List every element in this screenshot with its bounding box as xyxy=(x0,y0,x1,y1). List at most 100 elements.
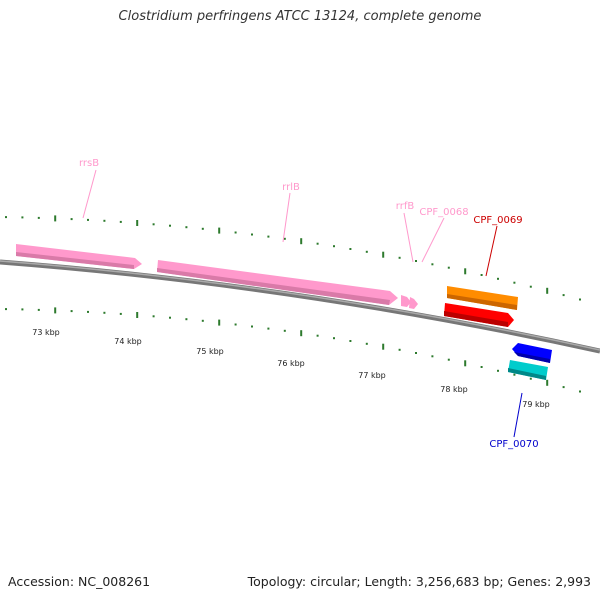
outer-tick xyxy=(119,220,122,223)
outer-tick xyxy=(497,277,499,280)
scale-label-76kbp: 76 kbp xyxy=(277,359,305,368)
inner-tick xyxy=(201,319,204,322)
outer-tick xyxy=(365,250,368,253)
outer-tick xyxy=(415,260,417,262)
scale-label-78kbp: 78 kbp xyxy=(440,385,468,394)
inner-tick xyxy=(136,312,139,318)
inner-tick xyxy=(513,373,516,376)
inner-tick xyxy=(431,355,434,358)
inner-tick xyxy=(251,325,253,328)
CPF_0070-leader xyxy=(513,392,523,438)
outer-tick xyxy=(546,287,549,294)
outer-tick xyxy=(513,281,516,284)
inner-tick xyxy=(415,352,417,354)
outer-tick xyxy=(54,215,57,222)
outer-tick-ring xyxy=(5,215,581,301)
outer-tick xyxy=(267,235,270,238)
feature-rrfB[interactable] xyxy=(401,295,418,309)
inner-tick xyxy=(382,343,385,350)
inner-tick xyxy=(87,310,89,313)
outer-tick xyxy=(562,294,565,297)
outer-tick xyxy=(70,218,73,221)
rrsB-leader xyxy=(82,169,97,219)
genome-backbone xyxy=(0,259,600,354)
inner-tick xyxy=(529,377,532,380)
outer-tick xyxy=(103,219,106,222)
label-rrfB: rrfB xyxy=(396,201,415,212)
feature-rrsB[interactable] xyxy=(16,244,142,269)
inner-tick xyxy=(103,311,106,314)
outer-tick xyxy=(136,220,139,226)
rrlB-leader xyxy=(282,192,291,243)
outer-tick xyxy=(431,263,434,266)
inner-tick xyxy=(398,348,401,351)
inner-tick xyxy=(21,308,24,311)
label-CPF_0068: CPF_0068 xyxy=(419,207,468,218)
outer-tick xyxy=(480,274,483,276)
rrfB-leader xyxy=(403,212,414,263)
feature-CPF_0069-orange[interactable] xyxy=(447,286,518,310)
genome-backbone-highlight xyxy=(0,260,600,351)
inner-tick xyxy=(497,369,499,372)
inner-tick xyxy=(54,307,57,314)
accession-text: Accession: NC_008261 xyxy=(8,574,151,589)
outer-tick xyxy=(201,227,204,230)
CPF_0068-leader xyxy=(421,217,445,263)
inner-tick xyxy=(447,358,450,361)
inner-tick xyxy=(300,330,303,337)
outer-tick xyxy=(37,216,40,219)
outer-tick xyxy=(447,266,450,269)
outer-tick xyxy=(579,298,581,301)
outer-tick xyxy=(218,227,221,234)
outer-tick xyxy=(87,218,89,221)
outer-tick xyxy=(251,233,253,236)
label-rrsB: rrsB xyxy=(79,158,99,169)
inner-tick xyxy=(152,315,155,318)
genome-summary-text: Topology: circular; Length: 3,256,683 bp… xyxy=(247,574,591,589)
scale-label-77kbp: 77 kbp xyxy=(358,371,386,380)
inner-tick xyxy=(365,342,368,345)
inner-tick xyxy=(349,340,352,342)
feature-CPF_0069-red[interactable] xyxy=(444,303,514,327)
inner-tick xyxy=(579,390,581,393)
inner-tick xyxy=(218,319,221,326)
scale-label-79kbp: 79 kbp xyxy=(522,400,550,409)
inner-tick xyxy=(234,323,237,326)
inner-tick xyxy=(316,334,319,337)
inner-tick xyxy=(185,318,188,321)
outer-tick xyxy=(382,251,385,258)
label-rrlB: rrlB xyxy=(282,182,300,193)
outer-tick xyxy=(300,238,303,245)
feature-CPF_0070-blue[interactable] xyxy=(512,343,552,363)
outer-tick xyxy=(21,216,24,219)
inner-tick xyxy=(333,337,335,340)
scale-label-73kbp: 73 kbp xyxy=(32,328,60,337)
inner-tick xyxy=(119,312,122,315)
outer-tick xyxy=(529,285,532,288)
outer-tick xyxy=(333,245,335,248)
outer-tick xyxy=(169,224,171,227)
feature-CPF_0070-cyan[interactable] xyxy=(508,360,548,380)
inner-tick xyxy=(5,308,7,311)
inner-tick xyxy=(562,386,565,389)
outer-tick xyxy=(5,216,7,219)
inner-tick xyxy=(37,308,40,311)
outer-tick xyxy=(185,226,188,229)
outer-tick xyxy=(464,268,467,275)
outer-tick xyxy=(283,237,286,240)
outer-tick xyxy=(234,231,237,234)
feature-rrlB[interactable] xyxy=(157,260,398,305)
label-CPF_0070: CPF_0070 xyxy=(489,439,538,450)
outer-tick xyxy=(316,242,319,245)
inner-tick xyxy=(283,329,286,332)
inner-tick-ring xyxy=(5,307,581,393)
outer-tick xyxy=(349,248,352,250)
map-title: Clostridium perfringens ATCC 13124, comp… xyxy=(118,9,482,24)
inner-tick xyxy=(169,316,171,319)
scale-label-75kbp: 75 kbp xyxy=(196,347,224,356)
outer-tick xyxy=(152,223,155,226)
label-CPF_0069: CPF_0069 xyxy=(473,215,522,226)
inner-tick xyxy=(480,366,483,368)
CPF_0069-leader xyxy=(485,225,498,277)
